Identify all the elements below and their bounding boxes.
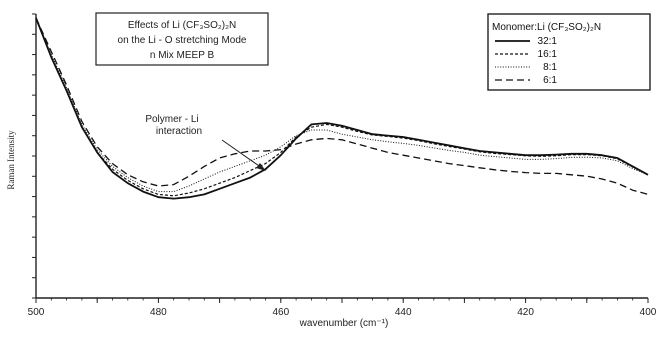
legend-label: 16:1	[538, 49, 558, 60]
title-box-frame	[95, 12, 269, 66]
x-tick-label: 500	[28, 307, 45, 318]
annotation: Polymer - Li interaction	[145, 114, 266, 171]
x-tick-label: 480	[150, 307, 167, 318]
legend-title: Monomer:Li (CF₃SO₂)₂N	[492, 22, 601, 33]
x-axis-label: wavenumber (cm⁻¹)	[299, 318, 389, 329]
chart-title-box: Effects of Li (CF₃SO₂)₂N on the Li - O s…	[95, 12, 269, 66]
x-tick-label: 400	[640, 307, 657, 318]
series-layer	[35, 17, 649, 200]
series-line-16-1	[35, 17, 649, 197]
series-line-8-1	[35, 17, 649, 193]
series-line-32-1	[35, 17, 649, 200]
x-axis-ticks: 500 480 460 440 420 400	[28, 298, 657, 318]
x-tick-label: 420	[517, 307, 534, 318]
annotation-line-2: interaction	[156, 126, 202, 137]
y-axis-ticks	[32, 13, 36, 299]
chart-title-line-2: on the Li - O stretching Mode	[118, 35, 247, 46]
annotation-line-1: Polymer - Li	[145, 114, 198, 125]
x-tick-label: 460	[272, 307, 289, 318]
chart-title-line-3: n Mix MEEP B	[150, 50, 215, 61]
legend-label: 32:1	[538, 36, 558, 47]
series-line-6-1	[35, 17, 649, 196]
legend-frame	[487, 13, 651, 91]
chart-title-line-1: Effects of Li (CF₃SO₂)₂N	[128, 20, 236, 31]
legend-label: 6:1	[543, 75, 557, 86]
legend-items: 32:1 16:1 8:1 6:1	[495, 36, 557, 86]
legend: Monomer:Li (CF₃SO₂)₂N 32:1 16:1 8:1 6:1	[487, 13, 651, 91]
legend-label: 8:1	[543, 62, 557, 73]
y-axis-label: Raman Intensity	[6, 130, 16, 190]
x-tick-label: 440	[395, 307, 412, 318]
annotation-arrow	[221, 139, 263, 169]
annotation-arrowhead	[256, 163, 266, 171]
